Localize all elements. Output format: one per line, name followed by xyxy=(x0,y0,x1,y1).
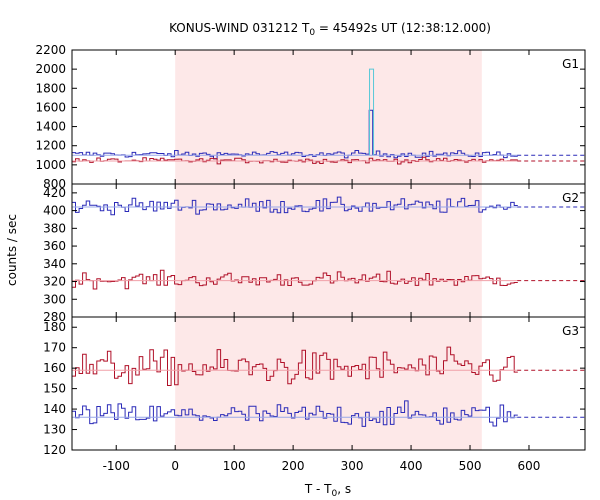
y-tick-label: 1200 xyxy=(35,139,66,153)
series-low_series-step xyxy=(72,346,518,386)
series-high_series-step xyxy=(72,196,518,216)
y-tick-label: 360 xyxy=(43,239,66,253)
shaded-interval xyxy=(175,317,482,450)
panel-g1: 800 1000 1200 1400 1600 1800 2000 2200 G1 xyxy=(35,43,586,191)
x-tick-label: -100 xyxy=(103,459,130,473)
y-tick-label: 800 xyxy=(43,177,66,191)
y-tick-label: 1800 xyxy=(35,81,66,95)
x-axis: -100 0 100 200 300 400 500 600 xyxy=(103,459,541,473)
x-tick-label: 100 xyxy=(223,459,246,473)
x-axis-label: T - T0, s xyxy=(304,482,351,499)
x-tick-label: 500 xyxy=(459,459,482,473)
panel-g3: 120 130 140 150 160 170 180 G3 xyxy=(43,316,586,457)
x-tick-label: 200 xyxy=(282,459,305,473)
x-tick-label: 0 xyxy=(171,459,179,473)
y-tick-label: 280 xyxy=(43,310,66,324)
panel-frame xyxy=(71,316,586,451)
x-tick-label: 400 xyxy=(400,459,423,473)
spike-peak xyxy=(369,68,375,156)
y-tick-label: 140 xyxy=(43,402,66,416)
shaded-interval xyxy=(175,184,482,317)
y-tick-label: 320 xyxy=(43,275,66,289)
chart-title: KONUS-WIND 031212 T0 = 45492s UT (12:38:… xyxy=(169,21,491,38)
y-tick-label: 340 xyxy=(43,257,66,271)
y-tick-label: 160 xyxy=(43,361,66,375)
y-tick-label: 400 xyxy=(43,204,66,218)
y-tick-label: 120 xyxy=(43,443,66,457)
panel-label: G1 xyxy=(562,57,579,71)
y-tick-label: 1000 xyxy=(35,158,66,172)
y-tick-label: 150 xyxy=(43,382,66,396)
y-tick-label: 1400 xyxy=(35,120,66,134)
panel-g2: 280 300 320 340 360 380 400 420 G2 xyxy=(43,183,586,324)
y-axis-label: counts / sec xyxy=(5,214,19,286)
y-tick-label: 180 xyxy=(43,320,66,334)
y-tick-label: 2200 xyxy=(35,43,66,57)
y-tick-label: 170 xyxy=(43,341,66,355)
y-tick-label: 380 xyxy=(43,221,66,235)
panel-label: G3 xyxy=(562,324,579,338)
y-tick-label: 130 xyxy=(43,423,66,437)
y-tick-label: 2000 xyxy=(35,62,66,76)
panels-group: 800 1000 1200 1400 1600 1800 2000 2200 G1 280 300 3… xyxy=(35,43,586,457)
y-tick-label: 1600 xyxy=(35,100,66,114)
y-tick-label: 300 xyxy=(43,292,66,306)
shaded-interval xyxy=(175,50,482,184)
x-tick-label: 300 xyxy=(341,459,364,473)
series-high_series-step xyxy=(72,400,518,427)
panel-label: G2 xyxy=(562,191,579,205)
x-tick-label: 600 xyxy=(518,459,541,473)
series-high_series-step xyxy=(72,109,518,160)
y-tick-label: 420 xyxy=(43,186,66,200)
